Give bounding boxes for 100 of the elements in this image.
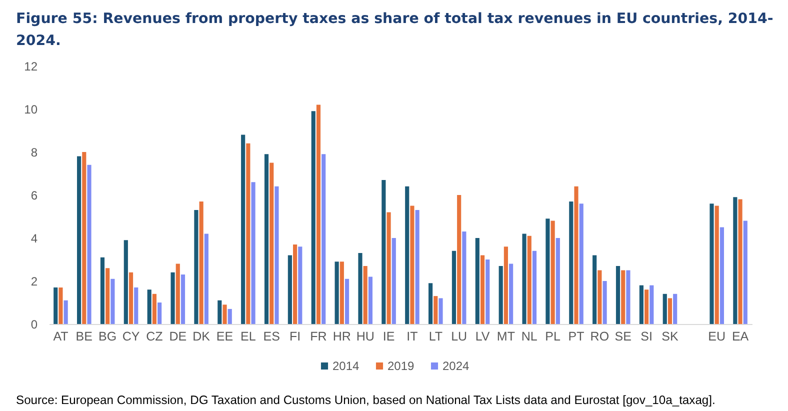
bar [415, 210, 420, 324]
y-tick-label: 4 [30, 232, 38, 246]
bar [100, 257, 105, 324]
bar [106, 268, 110, 324]
bar [316, 104, 321, 324]
bar [621, 270, 626, 324]
bar [550, 220, 555, 324]
bar [152, 294, 156, 324]
bar [194, 210, 198, 324]
bar [251, 182, 256, 324]
x-tick-label: AT [53, 330, 69, 344]
bar [498, 266, 503, 324]
bar [241, 134, 246, 324]
bar [410, 206, 414, 324]
bar [82, 152, 86, 324]
x-tick-label: EL [240, 330, 256, 344]
y-tick-label: 8 [30, 146, 38, 160]
bar [486, 260, 490, 324]
y-tick-label: 10 [24, 102, 38, 116]
bar [110, 278, 115, 324]
x-tick-label: IE [382, 330, 395, 344]
bar [532, 250, 537, 324]
y-tick-label: 2 [30, 274, 38, 288]
chart-title: Figure 55: Revenues from property taxes as share of total tax revenues in EU countries, 2014-2024. [16, 10, 774, 49]
x-tick-label: CZ [146, 330, 164, 344]
bar [569, 201, 574, 324]
x-tick-label: PT [568, 330, 585, 344]
bar [733, 197, 738, 324]
bar [270, 162, 274, 324]
x-tick-label: BG [98, 330, 117, 344]
bar [428, 283, 433, 324]
bar [480, 255, 485, 324]
x-tick-label: FI [289, 330, 301, 344]
bar [574, 186, 578, 324]
bar [602, 281, 607, 324]
bar [293, 244, 298, 324]
bar [222, 304, 227, 324]
x-tick-label: PL [545, 330, 561, 344]
bar [228, 308, 232, 324]
bar [218, 300, 222, 324]
x-tick-label: DE [169, 330, 187, 344]
x-tick-label: HR [332, 330, 351, 344]
x-tick-label: HU [356, 330, 374, 344]
bar [668, 298, 672, 324]
bar [598, 270, 602, 324]
bar [180, 274, 186, 324]
bar [710, 204, 714, 324]
x-tick-label: IT [406, 330, 418, 344]
bar [246, 143, 250, 324]
bar [743, 220, 748, 324]
bar [204, 234, 208, 324]
bar [626, 270, 630, 324]
bar [639, 285, 644, 324]
source-note: Source: European Commission, DG Taxation and Customs Union, based on National Tax Lists data and Eurostat [gov_10a_taxag]. [16, 393, 716, 407]
bar [434, 296, 438, 324]
bar [322, 154, 326, 324]
y-tick-label: 6 [30, 188, 38, 202]
bar [509, 264, 514, 324]
x-tick-label: SI [640, 330, 652, 344]
x-tick-label: EA [732, 330, 750, 344]
bar [77, 156, 82, 324]
x-tick-label: SK [662, 330, 679, 344]
bar [579, 204, 584, 324]
bar [170, 272, 175, 324]
bar [405, 186, 410, 324]
bar [344, 278, 350, 324]
y-tick-label: 12 [24, 60, 38, 74]
legend-label: 2014 [332, 359, 360, 373]
bar [58, 287, 63, 324]
bar [720, 227, 724, 324]
legend-label: 2019 [388, 359, 415, 373]
bar [386, 212, 391, 324]
x-tick-label: LU [451, 330, 468, 344]
bar [54, 287, 58, 324]
x-tick-label: ES [263, 330, 280, 344]
bar [288, 255, 292, 324]
bar [382, 180, 386, 324]
bar [147, 290, 152, 324]
x-tick-label: NL [521, 330, 538, 344]
x-tick-label: DK [192, 330, 211, 344]
bar [368, 276, 372, 324]
y-tick-label: 0 [30, 318, 38, 332]
bar [87, 164, 92, 324]
bar [527, 236, 532, 324]
bar [457, 195, 462, 324]
bar [475, 238, 480, 324]
bar [616, 266, 620, 324]
bar [556, 238, 560, 324]
bar [298, 246, 302, 324]
bar [158, 302, 162, 324]
bar [124, 240, 128, 324]
bar [274, 186, 279, 324]
bar [546, 218, 550, 324]
bar [311, 111, 316, 324]
bar [64, 300, 68, 324]
bar [714, 206, 719, 324]
bar [662, 294, 667, 324]
bar [462, 232, 466, 324]
bar [340, 262, 344, 324]
bar [358, 253, 362, 324]
